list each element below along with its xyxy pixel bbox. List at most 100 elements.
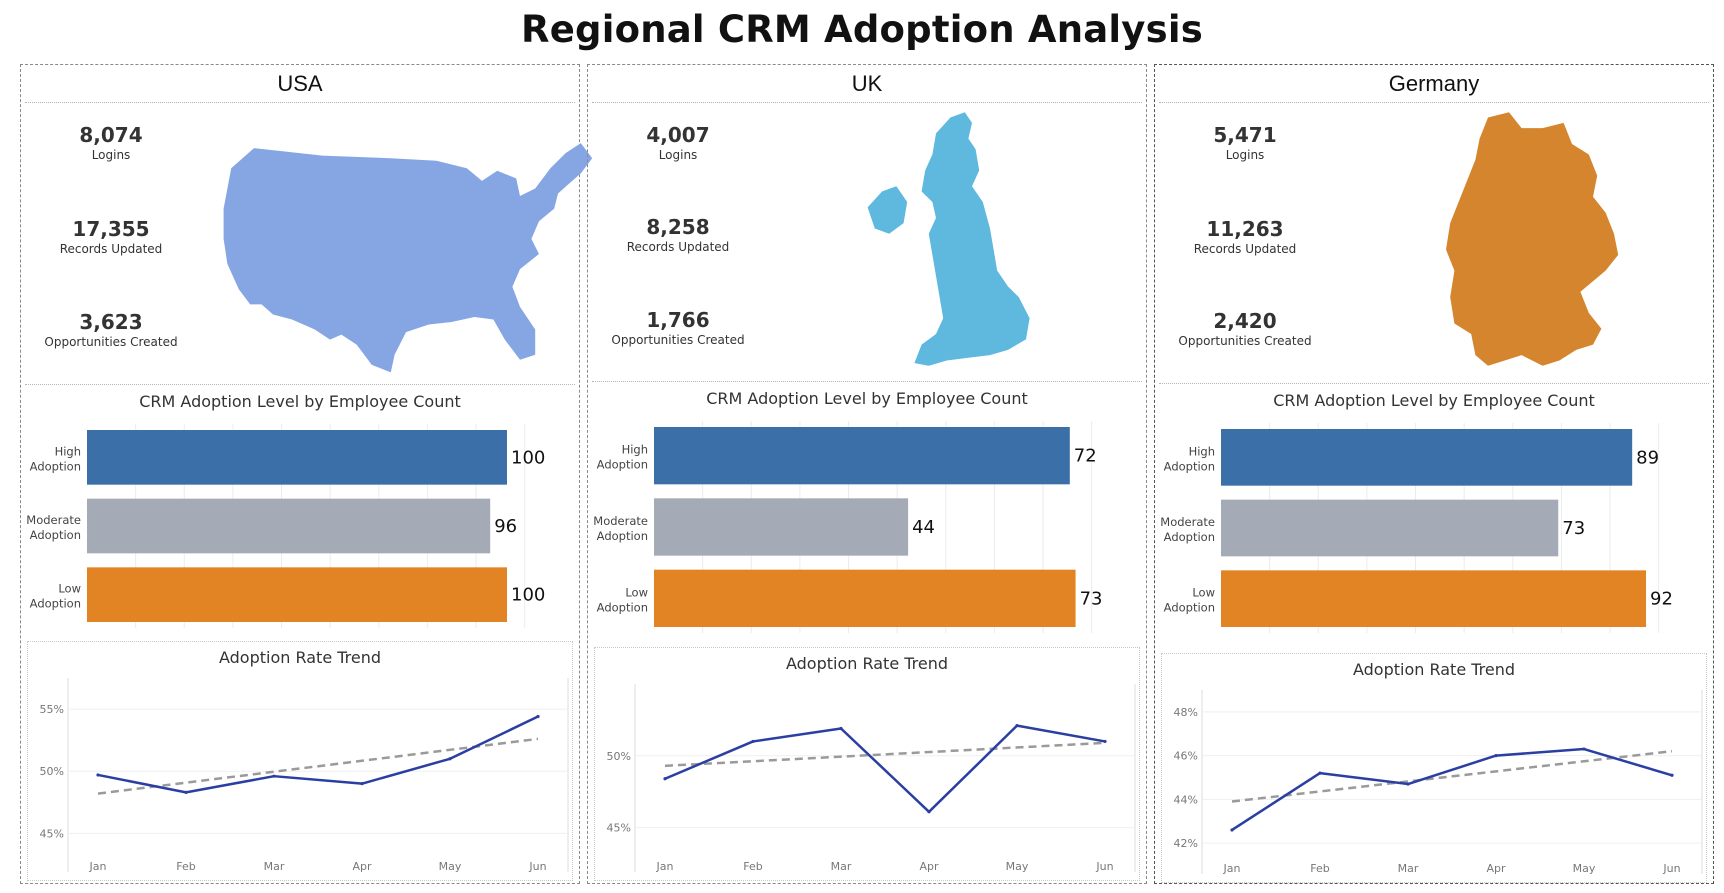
bar-value-label: 100	[511, 447, 545, 468]
kpi-opportunities-created: 2,420 Opportunities Created	[1145, 309, 1345, 349]
trend-line	[1231, 749, 1673, 803]
series-line	[664, 724, 1106, 814]
trend-chart-title: Adoption Rate Trend	[1352, 660, 1516, 679]
kpi-label: Records Updated	[59, 242, 163, 256]
divider	[1159, 102, 1709, 103]
x-tick-label: Apr	[919, 860, 939, 873]
data-point[interactable]	[1582, 747, 1586, 751]
y-tick-label: 42%	[1174, 837, 1198, 850]
category-label: Adoption	[597, 458, 648, 472]
line-chart: 45% 50% Jan Feb Mar Apr May Jun	[607, 684, 1136, 873]
data-point[interactable]	[1670, 773, 1674, 777]
data-point[interactable]	[536, 714, 540, 719]
kpi-label: Logins	[91, 148, 131, 162]
x-tick-label: Mar	[1398, 862, 1419, 875]
data-point[interactable]	[96, 773, 100, 777]
germany-map-icon-shape	[1446, 112, 1619, 366]
kpi-label: Records Updated	[626, 240, 730, 254]
bar-value-label: 72	[1074, 446, 1097, 467]
y-tick-label: 45%	[607, 822, 631, 835]
x-tick-label: Apr	[1486, 862, 1506, 875]
y-tick-label: 44%	[1174, 793, 1198, 806]
x-tick-label: Jun	[528, 860, 546, 873]
bar-value-label: 44	[912, 517, 935, 538]
data-point[interactable]	[663, 777, 667, 781]
bar-chart: 100HighAdoption96ModerateAdoption100LowA…	[26, 424, 545, 628]
data-point[interactable]	[1406, 782, 1410, 786]
bar-value-label: 73	[1562, 518, 1585, 539]
x-tick-label: Feb	[1310, 862, 1329, 875]
line-chart: 42% 44% 46% 48% Jan Feb Mar Apr May Jun	[1174, 690, 1703, 875]
kpi-label: Logins	[658, 148, 698, 162]
region-panel-usa: USA 8,074 Logins 17,355 Records Updated 3,623…	[20, 64, 593, 884]
divider	[592, 102, 1142, 103]
bar[interactable]	[87, 567, 507, 622]
kpi-logins: 8,074 Logins	[11, 123, 211, 163]
uk-map-icon-shape	[867, 112, 1030, 366]
data-point[interactable]	[927, 810, 931, 814]
kpi-records-updated: 17,355 Records Updated	[11, 217, 211, 257]
y-tick-label: 55%	[40, 703, 64, 716]
divider	[592, 381, 1142, 382]
y-tick-label: 50%	[40, 765, 64, 778]
trend-chart-box: Adoption Rate Trend 45% 50% Jan Feb Mar Apr May…	[594, 647, 1140, 881]
bar[interactable]	[1221, 499, 1559, 557]
trend-chart-title: Adoption Rate Trend	[218, 648, 382, 667]
x-tick-label: Jan	[1223, 862, 1241, 875]
trend-chart-box: Adoption Rate Trend 45% 50% 55% Jan Feb Mar Apr…	[27, 641, 573, 881]
bar-chart: 72HighAdoption44ModerateAdoption73LowAdo…	[593, 421, 1102, 633]
bar-value-label: 100	[511, 585, 545, 606]
data-point[interactable]	[1494, 754, 1498, 758]
data-point[interactable]	[1230, 828, 1234, 832]
region-title: Germany	[1388, 71, 1480, 96]
kpi-value: 4,007	[646, 123, 710, 147]
bar-chart-title: CRM Adoption Level by Employee Count	[1273, 391, 1595, 410]
region-title: USA	[277, 71, 323, 96]
bar-value-label: 96	[494, 516, 517, 537]
bar-value-label: 92	[1650, 589, 1673, 610]
data-point[interactable]	[184, 790, 188, 794]
bar-value-label: 89	[1636, 447, 1659, 468]
x-tick-label: May	[1573, 862, 1596, 875]
data-point[interactable]	[839, 726, 843, 731]
category-label: High	[55, 444, 81, 458]
kpi-value: 1,766	[646, 308, 710, 332]
data-point[interactable]	[448, 757, 452, 761]
bar[interactable]	[654, 569, 1076, 627]
data-point[interactable]	[751, 739, 755, 744]
data-point[interactable]	[1103, 739, 1107, 744]
trend-chart-box: Adoption Rate Trend 42% 44% 46% 48% Jan Feb Mar…	[1161, 653, 1707, 883]
kpi-value: 5,471	[1213, 123, 1277, 147]
uk-map-icon	[867, 112, 1030, 366]
bar[interactable]	[1221, 429, 1633, 486]
data-point[interactable]	[1318, 771, 1322, 775]
data-point[interactable]	[1015, 724, 1019, 728]
x-tick-label: Mar	[264, 860, 285, 873]
region-panel-uk: UK 4,007 Logins 8,258 Records Updated 1,766 Op…	[587, 64, 1147, 884]
bar-chart-title: CRM Adoption Level by Employee Count	[706, 389, 1028, 408]
x-tick-label: May	[439, 860, 462, 873]
category-label: Adoption	[30, 528, 81, 542]
trend-chart-title: Adoption Rate Trend	[785, 654, 949, 673]
divider	[25, 102, 575, 103]
data-point[interactable]	[360, 782, 364, 786]
bar[interactable]	[87, 498, 491, 554]
divider	[1159, 383, 1709, 384]
kpi-opportunities-created: 3,623 Opportunities Created	[11, 310, 211, 350]
kpi-logins: 5,471 Logins	[1145, 123, 1345, 163]
kpi-value: 17,355	[72, 217, 150, 241]
kpi-opportunities-created: 1,766 Opportunities Created	[578, 308, 778, 348]
bar[interactable]	[1221, 570, 1647, 627]
data-point[interactable]	[272, 774, 276, 778]
x-tick-label: Jan	[656, 860, 674, 873]
bar[interactable]	[87, 430, 507, 485]
trend-line	[97, 737, 539, 795]
x-tick-label: Jun	[1662, 862, 1680, 875]
bar[interactable]	[654, 427, 1070, 485]
kpi-value: 8,258	[646, 215, 710, 239]
kpi-logins: 4,007 Logins	[578, 123, 778, 163]
category-label: Moderate	[1160, 515, 1215, 529]
bar[interactable]	[654, 498, 909, 556]
category-label: Adoption	[1164, 459, 1215, 473]
dashboard-title: Regional CRM Adoption Analysis	[521, 8, 1203, 51]
